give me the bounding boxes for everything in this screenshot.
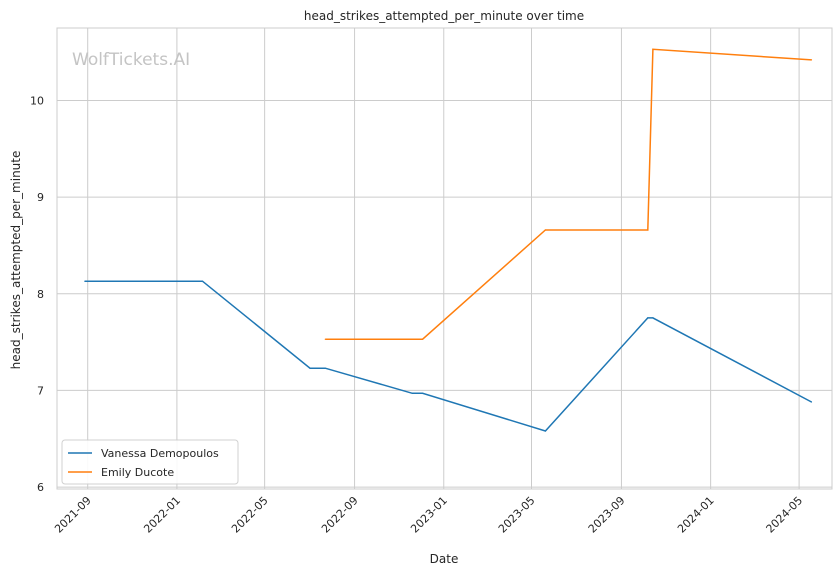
x-tick-label: 2021-09 <box>52 494 94 536</box>
data-point <box>810 401 813 403</box>
y-tick-label: 6 <box>37 481 44 494</box>
series-lines <box>84 48 813 432</box>
data-point <box>652 48 654 50</box>
data-point <box>324 367 326 369</box>
data-point <box>422 338 424 340</box>
x-tick-label: 2023-09 <box>586 494 628 536</box>
data-point <box>647 317 649 319</box>
legend-label: Vanessa Demopoulos <box>101 447 219 460</box>
chart-title: head_strikes_attempted_per_minute over t… <box>304 9 584 23</box>
x-tick-label: 2024-01 <box>675 494 717 536</box>
legend: Vanessa Demopoulos Emily Ducote <box>61 439 239 485</box>
data-point <box>411 392 413 394</box>
plot-area <box>56 27 833 490</box>
x-tick-label: 2022-01 <box>141 494 183 536</box>
data-point <box>422 392 424 394</box>
data-point <box>324 338 326 340</box>
data-point <box>652 317 654 319</box>
x-tick-label: 2023-01 <box>408 494 450 536</box>
data-point <box>647 229 649 231</box>
legend-label: Emily Ducote <box>101 466 174 479</box>
x-tick-label: 2022-09 <box>319 494 361 536</box>
x-tick-labels: 2021-09 2022-01 2022-05 2022-09 2023-01 2023-… <box>52 494 805 536</box>
data-point <box>810 59 813 61</box>
y-tick-label: 9 <box>37 191 44 204</box>
y-tick-labels: 6 7 8 9 10 <box>30 94 44 494</box>
data-point <box>201 280 204 282</box>
x-tick-label: 2022-05 <box>229 494 271 536</box>
y-tick-label: 7 <box>37 384 44 397</box>
x-tick-label: 2024-05 <box>764 494 806 536</box>
grid <box>57 28 832 489</box>
legend-box <box>61 439 239 485</box>
data-point <box>84 280 86 282</box>
x-tick-label: 2023-05 <box>496 494 538 536</box>
x-axis-label: Date <box>430 552 459 566</box>
data-point <box>544 229 547 231</box>
y-tick-label: 10 <box>30 94 44 107</box>
data-point <box>309 367 311 369</box>
data-point <box>544 430 547 432</box>
y-axis-label: head_strikes_attempted_per_minute <box>9 151 23 370</box>
watermark: WolfTickets.AI <box>72 50 190 70</box>
series-line-1 <box>325 48 812 340</box>
series-line-0 <box>84 280 812 432</box>
y-tick-label: 8 <box>37 288 44 301</box>
